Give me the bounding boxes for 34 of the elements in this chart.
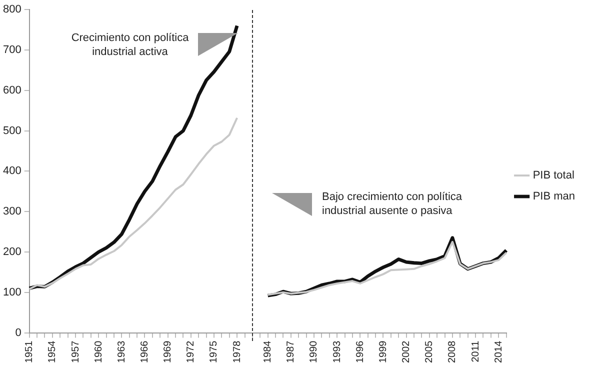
x-tick-label: 1966: [139, 340, 150, 364]
x-tick-label: 1990: [308, 340, 320, 364]
y-tick-label: 100: [2, 286, 22, 298]
x-tick-label: 2011: [470, 340, 482, 362]
x-tick-label: 1984: [262, 340, 274, 364]
annotation: Bajo crecimiento con política industrial ausente o pasiva: [322, 191, 463, 218]
y-tick-label: 800: [2, 4, 22, 16]
x-tick-label: 2005: [424, 340, 436, 364]
y-tick-label: 300: [2, 206, 22, 218]
x-tick-label: 1975: [208, 340, 220, 364]
x-tick-label: 1987: [286, 340, 297, 364]
x-tick-label: 1969: [162, 340, 174, 364]
x-tick-label: 1957: [70, 340, 82, 364]
y-tick-label: 0: [15, 326, 22, 339]
x-tick-label: 1996: [354, 340, 366, 364]
x-tick-label: 2002: [401, 340, 412, 364]
y-tick-label: 400: [2, 165, 22, 178]
y-tick-label: 700: [2, 44, 22, 56]
x-tick-label: 1993: [332, 340, 343, 364]
x-tick-label: 2014: [493, 340, 504, 364]
y-tick-label: 200: [2, 246, 22, 258]
x-tick-label: 1963: [116, 340, 128, 364]
x-tick-label: 1972: [186, 340, 197, 364]
x-tick-label: 1978: [232, 340, 243, 364]
x-tick-label: 1999: [378, 340, 389, 364]
y-tick-label: 500: [2, 124, 22, 137]
x-tick-label: 1951: [24, 340, 36, 364]
x-tick-label: 1954: [47, 340, 58, 364]
y-tick-label: 600: [2, 84, 22, 96]
x-tick-label: 2008: [447, 340, 458, 364]
x-tick-label: 1960: [93, 340, 104, 364]
legend-label: PIB total: [532, 170, 574, 182]
annotation: Crecimiento con política industrial activa: [71, 32, 190, 58]
legend-label: PIB man: [532, 190, 576, 203]
